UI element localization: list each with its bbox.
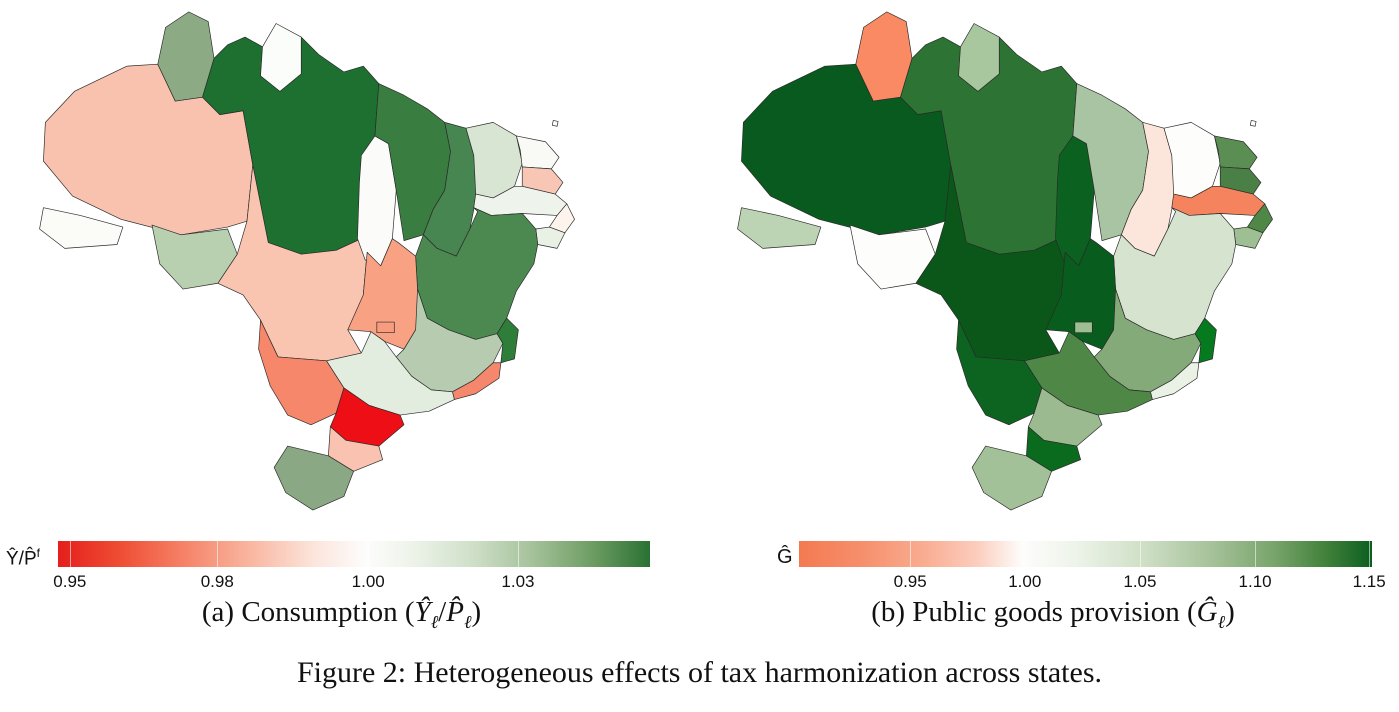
state-DF [376, 321, 395, 334]
state-RS [273, 445, 354, 511]
colorbar-tick-mark [1139, 541, 1141, 567]
colorbar-label-public-goods: Ĝ [777, 546, 793, 568]
figure-title: Figure 2: Heterogeneous effects of tax h… [296, 656, 1103, 689]
colorbar-tick-mark [910, 541, 912, 567]
colorbar-tick-label: 1.10 [1238, 572, 1272, 591]
state-AC [737, 207, 822, 249]
colorbar-tick-mark [1369, 541, 1371, 567]
state-ES [1194, 317, 1217, 364]
colorbar-tick-mark [69, 541, 71, 567]
state-AP [260, 23, 302, 92]
state-RR [157, 11, 215, 102]
colorbar-tick-label: 1.15 [1352, 572, 1386, 591]
colorbar-tick-label: 1.00 [1008, 572, 1042, 591]
colorbar-tick-label: 1.00 [351, 572, 385, 591]
state-PB [521, 166, 564, 195]
state-MS [258, 319, 345, 426]
caption-panel-a: (a) Consumption (Ŷℓ/P̂ℓ) [201, 596, 482, 632]
colorbar-tick-mark [517, 541, 519, 567]
colorbar-tick-mark [217, 541, 219, 567]
state-AC [39, 207, 124, 249]
map-public-goods-brazil [737, 11, 1273, 511]
state-FN [1249, 120, 1257, 127]
colorbar-tick-label: 1.05 [1123, 572, 1157, 591]
state-AP [958, 23, 1000, 92]
state-AL [1247, 203, 1273, 234]
colorbar-tick-mark [1255, 541, 1257, 567]
state-AL [549, 203, 575, 234]
colorbar-tick-mark [368, 541, 370, 567]
state-RS [971, 445, 1052, 511]
colorbar-ticks-consumption: 0.95 0.98 1.00 1.03 [53, 572, 650, 592]
state-RJ [1150, 362, 1200, 400]
colorbar-consumption [58, 541, 650, 567]
state-RJ [452, 362, 502, 400]
state-FN [551, 120, 559, 127]
caption-panel-b: (b) Public goods provision (Ĝℓ) [871, 596, 1235, 632]
colorbar-tick-label: 0.95 [893, 572, 927, 591]
map-consumption-brazil [39, 11, 575, 511]
colorbar-tick-label: 0.95 [53, 572, 87, 591]
state-PB [1219, 166, 1262, 195]
colorbar-ticks-public-goods: 0.95 1.00 1.05 1.10 1.15 [799, 572, 1386, 592]
state-RN [1214, 135, 1258, 170]
state-MS [956, 319, 1043, 426]
colorbar-tick-label: 0.98 [200, 572, 234, 591]
state-ES [496, 317, 519, 364]
state-RR [855, 11, 913, 102]
colorbar-tick-mark [1024, 541, 1026, 567]
colorbar-public-goods [799, 541, 1372, 567]
state-DF [1074, 321, 1093, 334]
state-RN [516, 135, 560, 170]
colorbar-tick-label: 1.03 [501, 572, 535, 591]
colorbar-label-consumption: Ŷ/P̂f [6, 546, 40, 570]
